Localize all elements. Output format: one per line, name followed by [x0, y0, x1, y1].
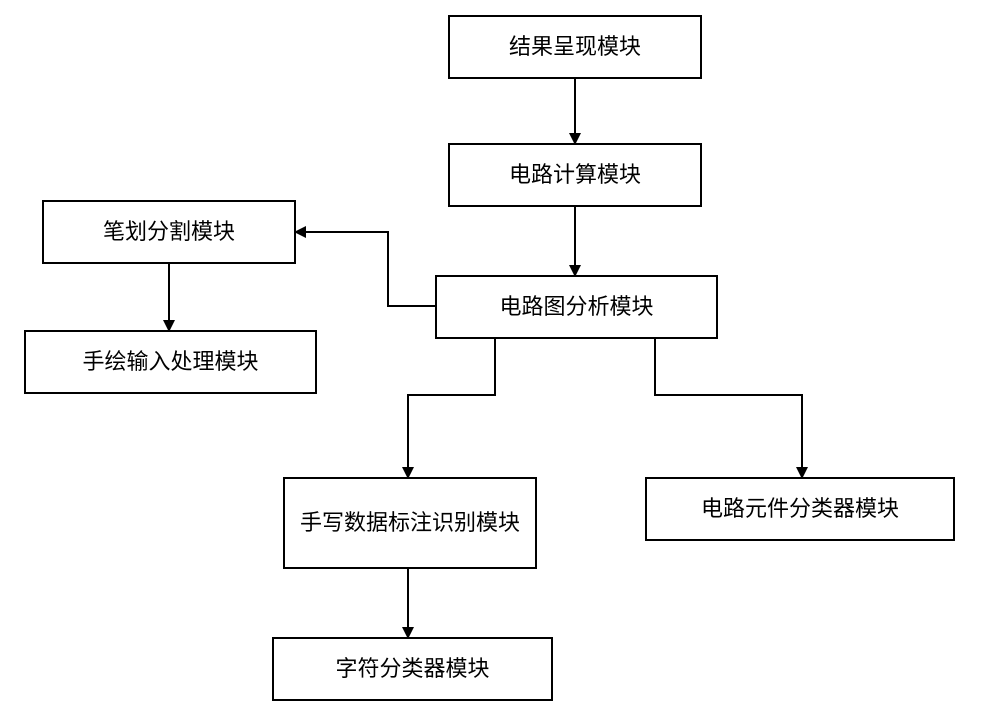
node-result_present: 结果呈现模块 [448, 15, 702, 79]
edge-circuit_analysis-to-stroke_seg [296, 232, 435, 306]
edge-circuit_analysis-to-handwrite_rec [408, 339, 495, 477]
node-label: 电路图分析模块 [499, 292, 653, 323]
node-label: 字符分类器模块 [335, 654, 489, 685]
node-stroke_seg: 笔划分割模块 [42, 200, 296, 264]
node-label: 结果呈现模块 [509, 32, 641, 63]
node-label: 手写数据标注识别模块 [300, 508, 520, 539]
node-circuit_analysis: 电路图分析模块 [435, 275, 718, 339]
node-label: 笔划分割模块 [103, 217, 235, 248]
node-circuit_comp: 电路元件分类器模块 [645, 477, 955, 541]
node-char_class: 字符分类器模块 [272, 637, 553, 701]
node-hand_input: 手绘输入处理模块 [24, 330, 317, 394]
node-label: 手绘输入处理模块 [82, 347, 258, 378]
node-handwrite_rec: 手写数据标注识别模块 [283, 477, 537, 569]
node-label: 电路计算模块 [509, 160, 641, 191]
node-label: 电路元件分类器模块 [701, 494, 899, 525]
edge-circuit_analysis-to-circuit_comp [655, 339, 802, 477]
node-circuit_calc: 电路计算模块 [448, 143, 702, 207]
